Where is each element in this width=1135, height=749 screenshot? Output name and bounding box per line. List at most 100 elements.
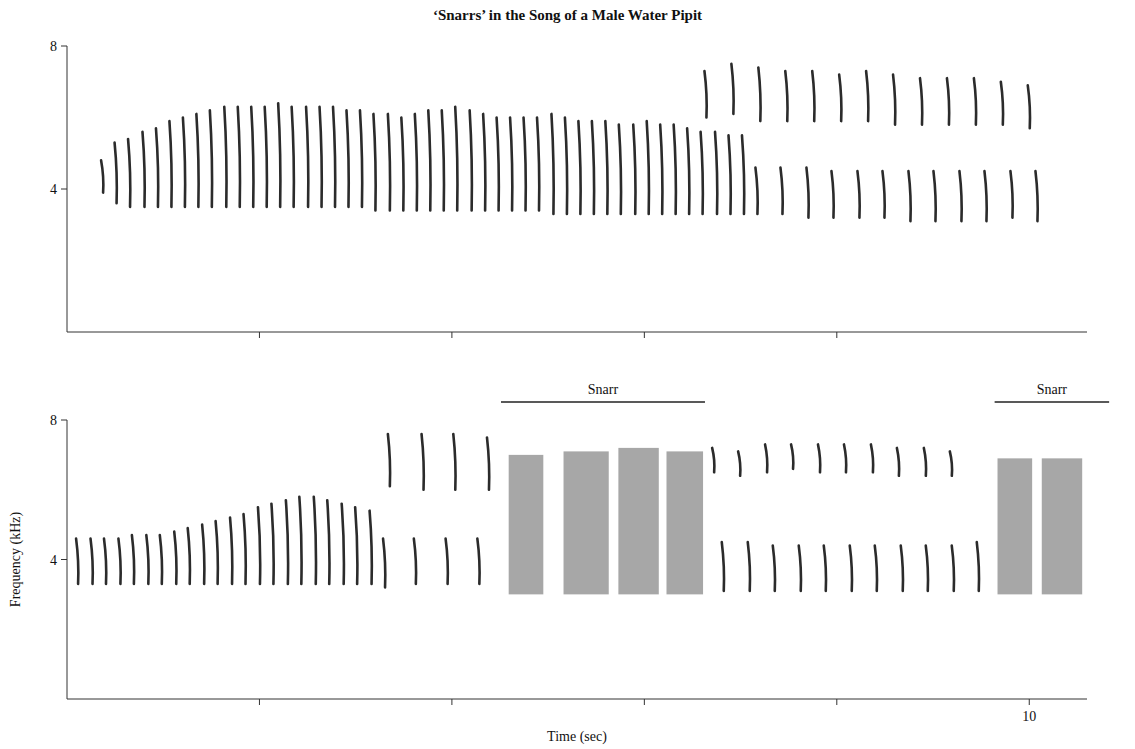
panel-1: 4810Time (sec)Frequency (kHz)SnarrSnarr <box>8 382 1109 745</box>
note <box>251 107 253 207</box>
note <box>292 107 294 207</box>
note <box>537 118 539 211</box>
note <box>442 110 444 210</box>
note <box>91 539 93 584</box>
note <box>660 125 662 214</box>
note <box>565 118 567 215</box>
note <box>897 448 899 476</box>
note <box>360 110 362 207</box>
note <box>901 546 903 591</box>
note <box>818 444 820 472</box>
note <box>926 546 928 591</box>
note <box>320 107 322 207</box>
note <box>244 514 246 584</box>
note <box>933 171 935 221</box>
note <box>286 500 288 584</box>
note <box>483 114 485 211</box>
note <box>428 110 430 210</box>
note <box>950 451 952 475</box>
note <box>388 434 390 486</box>
note <box>765 444 767 472</box>
note <box>758 67 760 121</box>
note <box>984 171 986 221</box>
note <box>132 535 134 584</box>
note <box>1001 82 1003 125</box>
note <box>715 132 717 214</box>
note <box>791 444 793 468</box>
note <box>893 75 895 125</box>
note <box>216 521 218 584</box>
note <box>729 135 731 214</box>
note <box>306 107 308 207</box>
note <box>278 103 280 207</box>
note <box>230 518 232 584</box>
note <box>712 448 714 472</box>
snarr-block <box>564 451 609 594</box>
note <box>812 71 814 121</box>
note <box>722 542 724 591</box>
note <box>446 539 448 584</box>
note <box>422 434 424 490</box>
note <box>866 71 868 121</box>
note <box>115 143 117 204</box>
note <box>738 451 740 475</box>
note <box>202 525 204 584</box>
marks <box>76 434 1082 594</box>
note <box>875 546 877 591</box>
note <box>174 532 176 584</box>
y-tick <box>61 46 67 47</box>
y-tick-label: 8 <box>50 39 57 54</box>
x-tick <box>451 699 452 705</box>
note <box>128 139 130 207</box>
x-tick <box>836 699 837 705</box>
note <box>920 78 922 124</box>
note <box>633 125 635 214</box>
note <box>104 539 106 584</box>
snarr-block <box>998 458 1033 594</box>
x-tick <box>259 332 260 338</box>
note <box>299 497 301 584</box>
y-tick <box>61 559 67 560</box>
note <box>959 171 961 221</box>
note <box>701 132 703 214</box>
snarr-block <box>1042 458 1082 594</box>
note <box>258 507 260 584</box>
note <box>453 434 455 490</box>
note <box>342 504 344 584</box>
note <box>118 539 120 584</box>
note <box>370 511 372 584</box>
y-tick-label: 8 <box>50 413 57 428</box>
note <box>487 437 489 489</box>
note <box>619 125 621 214</box>
note <box>327 500 329 584</box>
note <box>477 539 479 584</box>
snarr-block <box>509 455 544 595</box>
snarr-block <box>666 451 703 594</box>
note <box>773 546 775 591</box>
note <box>785 71 787 121</box>
panel-0: 48 <box>50 39 1087 338</box>
y-tick-label: 4 <box>50 553 57 568</box>
x-tick <box>451 332 452 338</box>
annotation: Snarr <box>588 382 619 397</box>
note <box>146 535 148 584</box>
snarr-block <box>618 448 658 594</box>
note <box>592 121 594 214</box>
note <box>687 128 689 214</box>
note <box>908 171 910 221</box>
note <box>952 546 954 591</box>
note <box>1010 171 1012 217</box>
note <box>524 118 526 211</box>
note <box>196 114 198 207</box>
note <box>224 107 226 207</box>
note <box>333 107 335 207</box>
annotation: Snarr <box>1037 382 1068 397</box>
note <box>160 535 162 584</box>
note <box>924 448 926 476</box>
note <box>188 528 190 584</box>
note <box>101 160 103 192</box>
note <box>414 539 416 584</box>
note <box>373 114 375 211</box>
note <box>947 78 949 124</box>
x-tick <box>644 332 645 338</box>
